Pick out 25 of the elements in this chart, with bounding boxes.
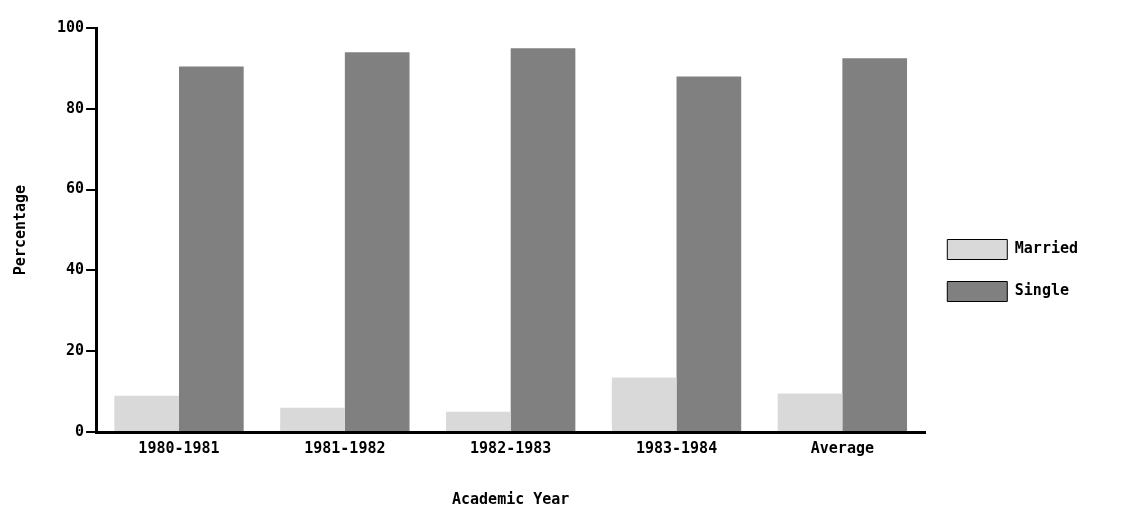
y-tick-label: 80 bbox=[66, 98, 85, 117]
bar bbox=[114, 395, 180, 431]
x-tick-label: 1981-1982 bbox=[304, 438, 386, 457]
legend-label: Married bbox=[1014, 239, 1078, 258]
x-tick-label: 1980-1981 bbox=[138, 438, 220, 457]
bar bbox=[611, 377, 677, 431]
x-tick-label: 1982-1983 bbox=[470, 438, 552, 457]
y-tick-label: 100 bbox=[57, 17, 85, 36]
y-tick-label: 40 bbox=[66, 260, 85, 279]
x-axis-title: Academic Year bbox=[451, 489, 570, 508]
y-tick-label: 60 bbox=[66, 179, 85, 198]
y-tick-label: 20 bbox=[66, 341, 85, 360]
bar bbox=[777, 393, 843, 431]
bar bbox=[446, 411, 511, 431]
bar bbox=[510, 48, 576, 431]
x-tick-label: Average bbox=[810, 438, 874, 457]
bar bbox=[179, 66, 244, 431]
bar bbox=[676, 76, 742, 431]
y-tick-label: 0 bbox=[75, 421, 85, 440]
bar bbox=[344, 52, 410, 431]
x-tick-label: 1983-1984 bbox=[635, 438, 718, 457]
y-axis-title: Percentage bbox=[10, 184, 29, 276]
legend-label: Single bbox=[1014, 281, 1069, 300]
bar bbox=[280, 407, 345, 431]
bar bbox=[842, 58, 908, 431]
